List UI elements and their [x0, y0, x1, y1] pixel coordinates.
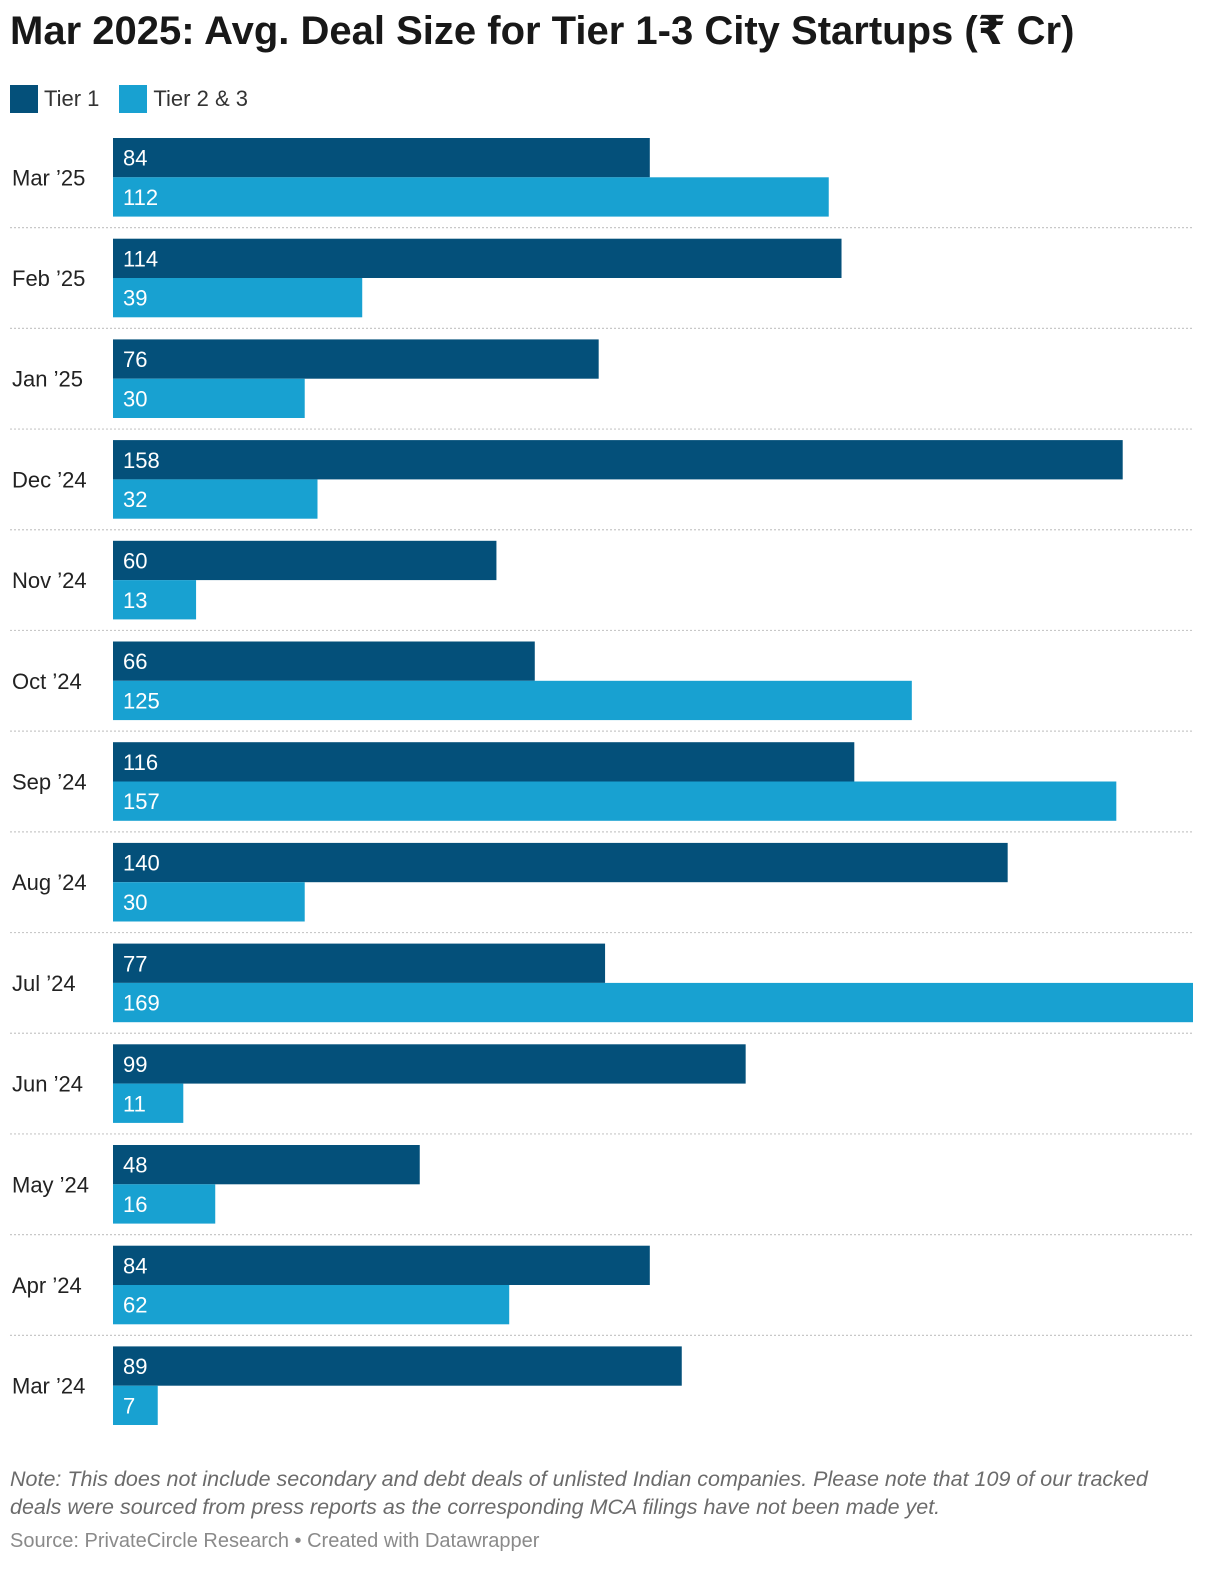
data-label: 114	[123, 246, 158, 271]
bar-tier23	[113, 882, 305, 922]
bar-tier23	[113, 982, 1193, 1023]
bar-tier1	[113, 1145, 420, 1185]
data-label: 84	[123, 146, 147, 171]
bar-tier1	[113, 1044, 746, 1084]
bar-tier23	[113, 781, 1117, 821]
data-label: 39	[123, 286, 147, 311]
bar-tier1	[113, 138, 650, 178]
bar-group: Mar ’25 84 112	[10, 138, 1193, 229]
data-label: 89	[123, 1354, 147, 1379]
bar-group: Aug ’24 140 30	[10, 842, 1193, 934]
data-label: 84	[123, 1253, 147, 1278]
category-label: Nov ’24	[12, 568, 87, 593]
legend-item-tier1: Tier 1	[10, 85, 99, 113]
bar-tier1	[113, 641, 535, 681]
data-label: 99	[123, 1052, 147, 1077]
data-label: 169	[123, 991, 160, 1016]
bar-tier23	[113, 1184, 216, 1224]
legend-swatch-tier1	[10, 85, 38, 113]
bar-tier23	[113, 580, 197, 620]
data-label: 125	[123, 688, 160, 713]
bar-group: Sep ’24 116 157	[10, 742, 1193, 833]
bar-tier1	[113, 1245, 650, 1285]
data-label: 62	[123, 1293, 147, 1318]
category-label: Mar ’25	[12, 165, 85, 190]
bar-tier23	[113, 680, 912, 721]
bar-tier23	[113, 1285, 510, 1325]
bar-tier23	[113, 278, 363, 318]
bar-group: Feb ’25 114 39	[10, 238, 1193, 329]
bar-tier23	[113, 1083, 184, 1123]
data-label: 76	[123, 347, 147, 372]
bar-group: Jul ’24 77 169	[10, 943, 1193, 1034]
category-label: Aug ’24	[12, 870, 87, 895]
bar-group: Mar ’24 89 7	[12, 1346, 682, 1425]
bar-group: Oct ’24 66 125	[10, 641, 1193, 732]
data-label: 48	[123, 1153, 147, 1178]
data-label: 16	[123, 1192, 147, 1217]
data-label: 112	[123, 185, 158, 210]
chart-title: Mar 2025: Avg. Deal Size for Tier 1-3 Ci…	[10, 9, 1075, 53]
bar-chart: Mar ’25 84 112 Feb ’25 114 39 Jan ’25 76 30 Dec ’…	[10, 138, 1193, 1425]
bar-tier1	[113, 742, 855, 782]
category-label: May ’24	[12, 1172, 89, 1197]
category-label: Oct ’24	[12, 669, 82, 694]
category-label: Feb ’25	[12, 266, 85, 291]
bar-group: Jun ’24 99 11	[10, 1044, 1193, 1135]
data-label: 30	[123, 890, 147, 915]
bar-tier23	[113, 378, 305, 418]
bar-group: Dec ’24 158 32	[10, 440, 1193, 531]
category-label: Jul ’24	[12, 971, 76, 996]
data-label: 7	[123, 1393, 135, 1418]
bar-tier1	[113, 339, 599, 379]
chart-note: Note: This does not include secondary an…	[10, 1467, 1148, 1519]
legend-label-tier1: Tier 1	[44, 86, 100, 111]
data-label: 66	[123, 649, 147, 674]
bar-tier1	[113, 440, 1123, 480]
data-label: 116	[123, 750, 158, 775]
data-label: 13	[123, 588, 147, 613]
data-label: 32	[123, 487, 147, 512]
chart-source: Source: PrivateCircle Research • Created…	[10, 1530, 540, 1552]
category-label: Jun ’24	[12, 1072, 83, 1097]
bar-group: Nov ’24 60 13	[10, 540, 1193, 632]
data-label: 77	[123, 951, 147, 976]
legend-label-tier23: Tier 2 & 3	[153, 86, 248, 111]
data-label: 157	[123, 789, 160, 814]
legend-item-tier23: Tier 2 & 3	[119, 85, 248, 113]
category-label: Sep ’24	[12, 770, 87, 795]
bar-tier1	[113, 238, 842, 278]
bar-tier1	[113, 1346, 682, 1386]
bar-tier1	[113, 943, 606, 983]
legend-swatch-tier23	[119, 85, 148, 113]
category-label: Apr ’24	[12, 1273, 82, 1298]
bar-group: Jan ’25 76 30	[10, 339, 1193, 430]
category-label: Jan ’25	[12, 367, 83, 392]
data-label: 30	[123, 386, 147, 411]
bar-group: Apr ’24 84 62	[10, 1245, 1193, 1336]
bar-tier1	[113, 540, 497, 581]
bar-tier1	[113, 842, 1008, 883]
bar-tier23	[113, 177, 829, 217]
data-label: 11	[123, 1091, 146, 1116]
data-label: 60	[123, 548, 147, 573]
data-label: 140	[123, 851, 160, 876]
bar-group: May ’24 48 16	[10, 1145, 1193, 1236]
category-label: Dec ’24	[12, 467, 87, 492]
category-label: Mar ’24	[12, 1374, 85, 1399]
legend: Tier 1 Tier 2 & 3	[10, 84, 268, 114]
bar-tier23	[113, 1385, 158, 1425]
bar-tier23	[113, 479, 318, 519]
data-label: 158	[123, 448, 160, 473]
